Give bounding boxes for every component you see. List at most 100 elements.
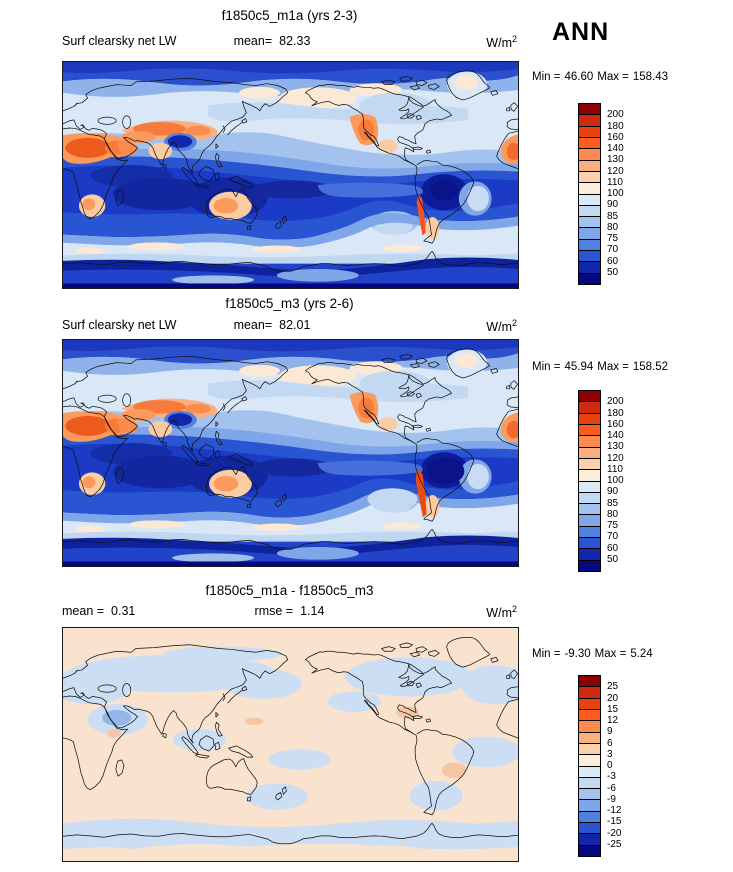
colorbar-tick-label: 85 [607, 497, 619, 509]
min-label: Min = [532, 648, 561, 660]
colorbar-tick-label: 200 [607, 396, 624, 408]
panel1-title: f1850c5_m1a (yrs 2-3) [221, 8, 358, 23]
rmse-value: 1.14 [300, 604, 325, 618]
panel3-units-label: W/m2 [486, 604, 517, 621]
colorbar-tick-label: 70 [607, 244, 619, 256]
colorbar-tick-label: 160 [607, 131, 624, 143]
world-contour-map [63, 628, 518, 861]
colorbar-segment [579, 401, 600, 413]
colorbar-segment [579, 159, 600, 171]
panel3-minmax: Min = -9.30 Max = 5.24 [532, 648, 657, 660]
colorbar-tick-label: 90 [607, 486, 619, 498]
colorbar-segment [579, 676, 600, 687]
colorbar-segment [579, 754, 600, 766]
colorbar-tick-label: 90 [607, 199, 619, 211]
colorbar-segment [579, 788, 600, 800]
colorbar-segment [579, 810, 600, 823]
colorbar-segment [579, 204, 600, 217]
min-label: Min = [532, 361, 561, 373]
colorbar-segment [579, 776, 600, 789]
season-label: ANN [552, 18, 610, 46]
colorbar-tick-label: 160 [607, 418, 624, 430]
colorbar-segment [579, 182, 600, 194]
colorbar-panel-2: 200 180 160 140 130 120 110 100 90 85 80 75 70 60 50 [578, 390, 624, 572]
colorbar-tick-label: -25 [607, 838, 622, 850]
colorbar-tick-label: 70 [607, 531, 619, 543]
colorbar-segment [579, 216, 600, 228]
colorbar-segment [579, 697, 600, 709]
colorbar-segment [579, 446, 600, 458]
colorbar-tick-label: -15 [607, 816, 622, 828]
colorbar-tick-label: 60 [607, 542, 619, 554]
colorbar-panel-1: 200 180 160 140 130 120 110 100 90 85 80 75 70 60 50 [578, 103, 624, 285]
min-label: Min = [532, 71, 561, 83]
max-label: Max = [594, 648, 627, 660]
colorbar-segment [579, 537, 600, 549]
min-value: -9.30 [564, 648, 591, 660]
colorbar-segment [579, 731, 600, 743]
mean-value: 0.31 [111, 604, 136, 618]
colorbar-tick-label: -3 [607, 771, 616, 783]
mean-value: 82.33 [279, 34, 311, 48]
colorbar-tick-label: 50 [607, 266, 619, 278]
colorbar-segment [579, 548, 600, 560]
colorbar-tick-label: 140 [607, 429, 624, 441]
colorbar-segment [579, 844, 600, 856]
max-value: 158.43 [632, 71, 669, 83]
max-label: Max = [597, 361, 629, 373]
colorbar-segment [579, 391, 600, 402]
colorbar-segment [579, 193, 600, 205]
panel2-variable-label: Surf clearsky net LW [62, 318, 177, 332]
max-label: Max = [597, 71, 629, 83]
max-value: 158.52 [632, 361, 669, 373]
colorbar-segment [579, 480, 600, 492]
colorbar-tick-label: 80 [607, 221, 619, 233]
panel2-minmax: Min = 45.94 Max = 158.52 [532, 361, 672, 373]
min-value: 45.94 [564, 361, 594, 373]
colorbar-segment [579, 227, 600, 239]
mean-value: 82.01 [279, 318, 311, 332]
colorbar-tick-label: -20 [607, 827, 622, 839]
panel1-units-label: W/m2 [486, 34, 517, 51]
colorbar-tick-label: -9 [607, 793, 616, 805]
colorbar-tick-label: 180 [607, 407, 624, 419]
panel1-mean-stat: mean= 82.33 [62, 34, 482, 48]
colorbar-segment [579, 435, 600, 447]
mean-label: mean= [233, 318, 273, 332]
colorbar-segment [579, 136, 600, 149]
mean-label: mean= [233, 34, 273, 48]
colorbar-panel-3: 25 20 15 12 9 6 3 0 -3 -6 -9 -12 -15 -20 -25 [578, 675, 621, 857]
colorbar-tick-label: 60 [607, 255, 619, 267]
colorbar-tick-label: 130 [607, 441, 624, 453]
colorbar-segment [579, 491, 600, 504]
colorbar-tick-label: 85 [607, 210, 619, 222]
colorbar-tick-label: -12 [607, 804, 622, 816]
colorbar-tick-label: 25 [607, 681, 619, 693]
colorbar-segment [579, 720, 600, 732]
colorbar-segment [579, 412, 600, 424]
panel2-units-label: W/m2 [486, 318, 517, 335]
colorbar-segment [579, 170, 600, 183]
colorbar-tick-label: -6 [607, 782, 616, 794]
colorbar-segment [579, 238, 600, 251]
colorbar-tick-label: 75 [607, 232, 619, 244]
colorbar-tick-label: 75 [607, 519, 619, 531]
colorbar-tick-label: 110 [607, 176, 623, 188]
colorbar-segment [579, 114, 600, 126]
map-panel-3-difference [62, 627, 519, 862]
colorbar-segment [579, 514, 600, 526]
colorbar-segment [579, 423, 600, 436]
colorbar-segment [579, 104, 600, 115]
colorbar-tick-label: 80 [607, 508, 619, 520]
map-panel-2 [62, 339, 519, 567]
colorbar-segment [579, 261, 600, 273]
panel1-variable-label: Surf clearsky net LW [62, 34, 177, 48]
map-panel-1 [62, 61, 519, 289]
colorbar-segment [579, 799, 600, 811]
rmse-label: rmse = [254, 604, 294, 618]
panel2-title: f1850c5_m3 (yrs 2-6) [225, 296, 354, 311]
colorbar-tick-label: 50 [607, 553, 619, 565]
colorbar-tick-label: 9 [607, 726, 613, 738]
colorbar-tick-label: 110 [607, 463, 623, 475]
colorbar-segment [579, 559, 600, 571]
